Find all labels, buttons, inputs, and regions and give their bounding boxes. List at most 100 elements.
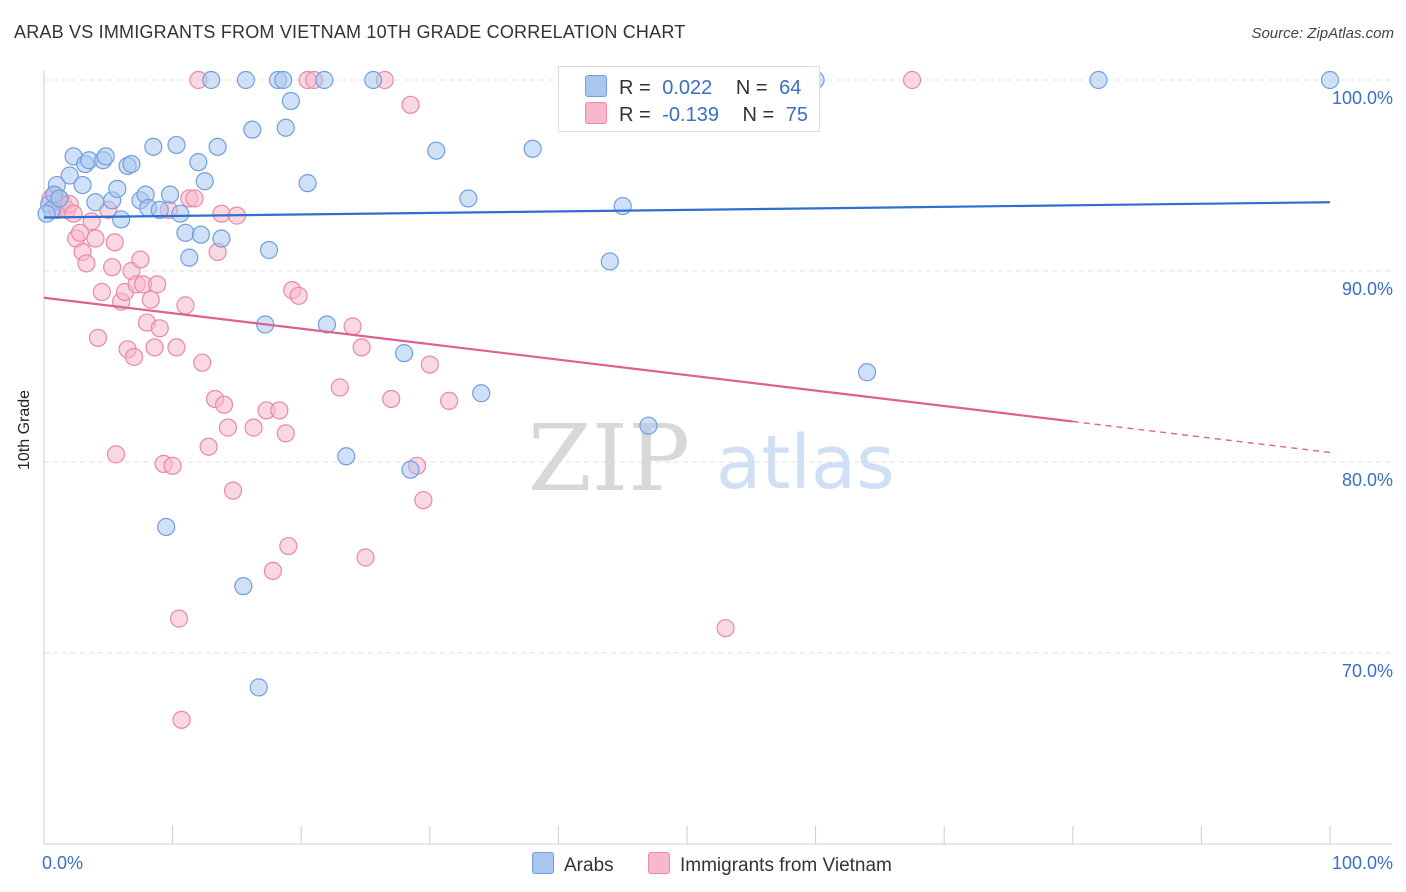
point-arabs-34 [212, 229, 231, 248]
point-arabs-50 [394, 344, 414, 363]
vietnam-swatch [585, 102, 607, 124]
point-arabs-46 [315, 70, 334, 90]
point-arabs-33 [208, 137, 227, 156]
point-arabs-35 [234, 577, 253, 596]
y-axis-label: 10th Grade [16, 389, 33, 470]
n-label: N = [735, 77, 768, 99]
point-vietnam-18 [105, 233, 124, 252]
legend-item-vietnam: Immigrants from Vietnam [648, 852, 892, 877]
point-arabs-63 [37, 204, 56, 223]
point-vietnam-36 [167, 338, 186, 357]
point-vietnam-65 [356, 548, 375, 567]
point-vietnam-68 [401, 95, 420, 114]
point-arabs-26 [171, 204, 190, 223]
point-arabs-43 [276, 118, 295, 137]
gridlines [44, 79, 1392, 654]
r-label: R = [619, 77, 651, 99]
point-arabs-40 [259, 240, 279, 260]
point-vietnam-35 [163, 456, 182, 475]
point-vietnam-12 [82, 212, 101, 231]
legend-label-vietnam: Immigrants from Vietnam [680, 855, 892, 876]
point-arabs-51 [401, 460, 420, 479]
point-vietnam-73 [716, 619, 735, 638]
point-vietnam-15 [92, 282, 111, 302]
point-arabs-10 [86, 193, 105, 212]
point-vietnam-49 [218, 418, 237, 437]
point-vietnam-48 [214, 395, 234, 414]
point-vietnam-52 [244, 418, 263, 437]
point-vietnam-38 [172, 710, 191, 729]
point-vietnam-71 [420, 355, 439, 374]
point-vietnam-72 [439, 391, 459, 410]
point-vietnam-32 [150, 319, 169, 338]
point-arabs-29 [189, 153, 208, 172]
x-tick-label-1: 100.0% [1332, 853, 1393, 873]
y-tick-label-0: 70.0% [1342, 661, 1393, 681]
stats-legend-row-arabs: R = 0.022 N = 64 [585, 75, 801, 101]
point-vietnam-11 [77, 254, 96, 273]
point-arabs-14 [108, 179, 127, 198]
n-value-vietnam: 75 [785, 104, 809, 126]
y-tick-label-2: 90.0% [1342, 279, 1393, 299]
stats-legend: R = 0.022 N = 64 R = -0.139 N = 75 [558, 66, 820, 132]
point-vietnam-59 [289, 286, 308, 305]
point-vietnam-56 [276, 424, 295, 443]
point-arabs-4 [50, 189, 69, 208]
point-arabs-56 [600, 252, 619, 271]
r-value-arabs: 0.022 [662, 77, 713, 99]
legend-label-arabs: Arabs [564, 855, 614, 876]
point-arabs-12 [96, 147, 115, 166]
point-arabs-54 [472, 384, 491, 403]
point-arabs-25 [167, 135, 186, 155]
chart-title: ARAB VS IMMIGRANTS FROM VIETNAM 10TH GRA… [14, 22, 686, 42]
point-arabs-7 [73, 175, 92, 195]
r-value-vietnam: -0.139 [662, 104, 719, 126]
series-arabs-points [37, 70, 1340, 697]
point-arabs-42 [274, 70, 293, 90]
point-arabs-49 [364, 70, 383, 90]
point-arabs-32 [202, 70, 221, 90]
point-vietnam-63 [343, 317, 362, 336]
point-vietnam-39 [176, 296, 195, 315]
point-vietnam-24 [124, 347, 144, 367]
tick-labels: 70.0% 80.0% 90.0% 100.0% 0.0% 100.0% [42, 88, 1393, 873]
point-vietnam-31 [148, 275, 167, 294]
point-vietnam-57 [279, 536, 298, 556]
point-arabs-31 [195, 172, 214, 191]
watermark: ZIP atlas [528, 405, 895, 512]
trend-line-arabs [43, 201, 1331, 219]
point-vietnam-37 [169, 609, 189, 628]
point-vietnam-43 [193, 353, 212, 372]
trend-line-vietnam-extension [1072, 420, 1331, 454]
point-vietnam-67 [382, 389, 401, 409]
point-vietnam-41 [185, 189, 204, 208]
point-vietnam-13 [86, 229, 105, 248]
point-vietnam-30 [145, 338, 164, 357]
vietnam-legend-swatch [648, 852, 670, 874]
point-arabs-58 [639, 416, 658, 435]
point-arabs-55 [523, 139, 542, 158]
point-vietnam-55 [270, 401, 289, 420]
arabs-legend-swatch [532, 852, 554, 874]
stats-legend-row-vietnam: R = -0.139 N = 75 [585, 102, 808, 128]
point-arabs-24 [160, 185, 180, 204]
legend-item-arabs: Arabs [532, 852, 614, 877]
point-vietnam-26 [131, 250, 150, 269]
point-arabs-44 [281, 91, 301, 111]
point-arabs-5 [60, 166, 79, 185]
n-label: N = [742, 104, 775, 126]
point-arabs-27 [176, 223, 195, 242]
source-note: Source: ZipAtlas.com [1251, 25, 1394, 42]
point-arabs-53 [459, 189, 478, 208]
point-arabs-30 [191, 225, 210, 244]
point-arabs-23 [157, 517, 176, 537]
point-vietnam-50 [223, 481, 243, 500]
point-arabs-47 [317, 315, 337, 334]
point-vietnam-29 [141, 290, 160, 309]
point-vietnam-17 [103, 258, 122, 277]
point-arabs-57 [613, 196, 632, 216]
point-arabs-21 [144, 137, 163, 156]
point-arabs-15 [112, 210, 131, 229]
point-vietnam-64 [352, 338, 371, 357]
